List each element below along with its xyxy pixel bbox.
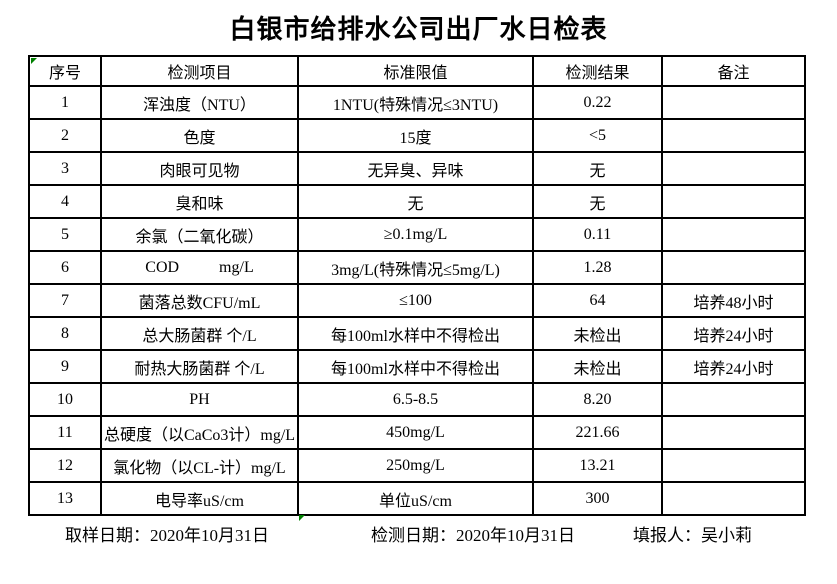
- cell-remark: [661, 250, 806, 285]
- table-row: 2 色度 15度 <5: [28, 118, 806, 153]
- cell-remark: 培养24小时: [661, 349, 806, 384]
- cell-result: 无: [532, 151, 663, 186]
- excel-green-corner-bottom-icon: [299, 515, 305, 521]
- col-header-index: 序号: [28, 55, 102, 87]
- excel-green-corner-icon: [31, 58, 37, 64]
- cell-item: 臭和味: [100, 184, 299, 219]
- cell-item: 余氯（二氧化碳）: [100, 217, 299, 252]
- cell-index: 6: [28, 250, 102, 285]
- col-header-item: 检测项目: [100, 55, 299, 87]
- cell-limit: ≥0.1mg/L: [297, 217, 534, 252]
- cell-result: 8.20: [532, 382, 663, 417]
- table-row: 5 余氯（二氧化碳） ≥0.1mg/L 0.11: [28, 217, 806, 252]
- cell-limit: 6.5-8.5: [297, 382, 534, 417]
- table-row: 7 菌落总数CFU/mL ≤100 64 培养48小时: [28, 283, 806, 318]
- cell-item: PH: [100, 382, 299, 417]
- cell-limit: 每100ml水样中不得检出: [297, 316, 534, 351]
- cell-index: 3: [28, 151, 102, 186]
- cell-limit: 450mg/L: [297, 415, 534, 450]
- table-row: 10 PH 6.5-8.5 8.20: [28, 382, 806, 417]
- table-row: 11 总硬度（以CaCo3计）mg/L 450mg/L 221.66: [28, 415, 806, 450]
- col-header-remark: 备注: [661, 55, 806, 87]
- header-row: 序号 检测项目 标准限值 检测结果 备注: [28, 55, 806, 87]
- cell-index: 8: [28, 316, 102, 351]
- cell-result: 0.22: [532, 85, 663, 120]
- cell-remark: [661, 481, 806, 516]
- cell-remark: [661, 184, 806, 219]
- cell-result: 未检出: [532, 349, 663, 384]
- cell-limit: 3mg/L(特殊情况≤5mg/L): [297, 250, 534, 285]
- table-row: 13 电导率uS/cm 单位uS/cm 300: [28, 481, 806, 516]
- cell-index: 10: [28, 382, 102, 417]
- reporter-label: 填报人：吴小莉: [633, 526, 752, 545]
- cell-remark: [661, 85, 806, 120]
- table-row: 4 臭和味 无 无: [28, 184, 806, 219]
- cell-index: 13: [28, 481, 102, 516]
- cell-item: 色度: [100, 118, 299, 153]
- cell-item: 菌落总数CFU/mL: [100, 283, 299, 318]
- cell-index: 12: [28, 448, 102, 483]
- cell-result: 221.66: [532, 415, 663, 450]
- cell-item: 总大肠菌群 个/L: [100, 316, 299, 351]
- test-date-label: 检测日期：2020年10月31日: [371, 526, 575, 545]
- cell-limit: 无: [297, 184, 534, 219]
- sampling-date-label: 取样日期：2020年10月31日: [65, 526, 269, 545]
- cell-remark: [661, 151, 806, 186]
- cell-item: COD mg/L: [100, 250, 299, 285]
- cell-index: 11: [28, 415, 102, 450]
- cell-result: 13.21: [532, 448, 663, 483]
- cell-index: 5: [28, 217, 102, 252]
- cell-result: 300: [532, 481, 663, 516]
- table-row: 12 氯化物（以CL-计）mg/L 250mg/L 13.21: [28, 448, 806, 483]
- cell-limit: 无异臭、异味: [297, 151, 534, 186]
- cell-remark: 培养24小时: [661, 316, 806, 351]
- cell-remark: [661, 118, 806, 153]
- table-body: 1 浑浊度（NTU） 1NTU(特殊情况≤3NTU) 0.22 2 色度 15度…: [28, 85, 806, 516]
- cell-item: 氯化物（以CL-计）mg/L: [100, 448, 299, 483]
- cell-index: 7: [28, 283, 102, 318]
- page-title: 白银市给排水公司出厂水日检表: [229, 15, 608, 44]
- col-header-limit: 标准限值: [297, 55, 534, 87]
- cell-limit: 单位uS/cm: [297, 481, 534, 516]
- cell-item: 耐热大肠菌群 个/L: [100, 349, 299, 384]
- cell-result: <5: [532, 118, 663, 153]
- cell-item: 总硬度（以CaCo3计）mg/L: [100, 415, 299, 450]
- cell-result: 无: [532, 184, 663, 219]
- cell-index: 1: [28, 85, 102, 120]
- daily-check-table: 序号 检测项目 标准限值 检测结果 备注 1 浑浊度（NTU） 1NTU(特殊情…: [28, 55, 806, 516]
- cell-item: 电导率uS/cm: [100, 481, 299, 516]
- cell-remark: [661, 415, 806, 450]
- cell-result: 0.11: [532, 217, 663, 252]
- cell-remark: [661, 448, 806, 483]
- cell-item: 浑浊度（NTU）: [100, 85, 299, 120]
- inspection-table: 序号 检测项目 标准限值 检测结果 备注 1 浑浊度（NTU） 1NTU(特殊情…: [28, 55, 806, 521]
- cell-limit: 1NTU(特殊情况≤3NTU): [297, 85, 534, 120]
- table-row: 3 肉眼可见物 无异臭、异味 无: [28, 151, 806, 186]
- cell-index: 2: [28, 118, 102, 153]
- cell-index: 4: [28, 184, 102, 219]
- table-row: 6 COD mg/L 3mg/L(特殊情况≤5mg/L) 1.28: [28, 250, 806, 285]
- cell-result: 1.28: [532, 250, 663, 285]
- cell-result: 未检出: [532, 316, 663, 351]
- cell-limit: 15度: [297, 118, 534, 153]
- cell-index: 9: [28, 349, 102, 384]
- table-row: 9 耐热大肠菌群 个/L 每100ml水样中不得检出 未检出 培养24小时: [28, 349, 806, 384]
- table-row: 1 浑浊度（NTU） 1NTU(特殊情况≤3NTU) 0.22: [28, 85, 806, 120]
- cell-result: 64: [532, 283, 663, 318]
- cell-remark: [661, 217, 806, 252]
- cell-limit: 250mg/L: [297, 448, 534, 483]
- cell-limit: 每100ml水样中不得检出: [297, 349, 534, 384]
- cell-remark: [661, 382, 806, 417]
- cell-remark: 培养48小时: [661, 283, 806, 318]
- cell-item: 肉眼可见物: [100, 151, 299, 186]
- table-row: 8 总大肠菌群 个/L 每100ml水样中不得检出 未检出 培养24小时: [28, 316, 806, 351]
- cell-limit: ≤100: [297, 283, 534, 318]
- col-header-result: 检测结果: [532, 55, 663, 87]
